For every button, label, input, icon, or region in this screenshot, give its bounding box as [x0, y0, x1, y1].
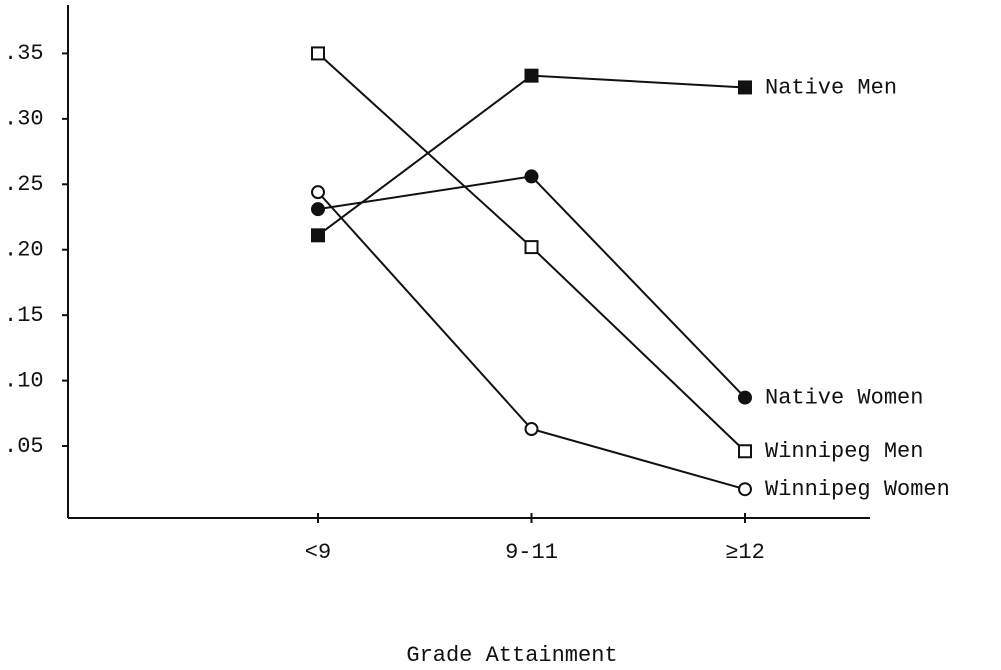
series-line	[317, 74, 746, 237]
x-tick-label: 9-11	[505, 540, 558, 565]
marker	[524, 422, 539, 437]
marker	[738, 444, 752, 459]
series-label: Winnipeg Men	[765, 439, 923, 464]
x-axis-label: Grade Attainment	[406, 643, 617, 668]
y-tick-label: .15	[4, 303, 44, 328]
y-tick-label: .35	[4, 41, 44, 66]
marker	[311, 228, 325, 243]
series-label: Winnipeg Women	[765, 477, 950, 502]
series-label: Native Women	[765, 385, 923, 410]
marker	[524, 169, 539, 184]
y-tick-label: .10	[4, 368, 44, 393]
marker	[524, 68, 539, 83]
x-tick-label: <9	[305, 540, 331, 565]
marker	[311, 46, 325, 61]
marker	[311, 202, 325, 217]
y-tick-label: .30	[4, 107, 44, 132]
y-tick-label: .25	[4, 172, 44, 197]
marker	[311, 185, 325, 200]
series-line	[317, 191, 746, 491]
x-tick-label: ≥12	[725, 540, 765, 565]
series-line	[317, 175, 746, 399]
series-label: Native Men	[765, 75, 897, 100]
marker	[738, 80, 752, 95]
marker	[524, 240, 539, 255]
y-tick-label: .05	[4, 434, 44, 459]
marker	[738, 390, 752, 405]
marker	[738, 482, 752, 497]
y-tick-label: .20	[4, 238, 44, 263]
